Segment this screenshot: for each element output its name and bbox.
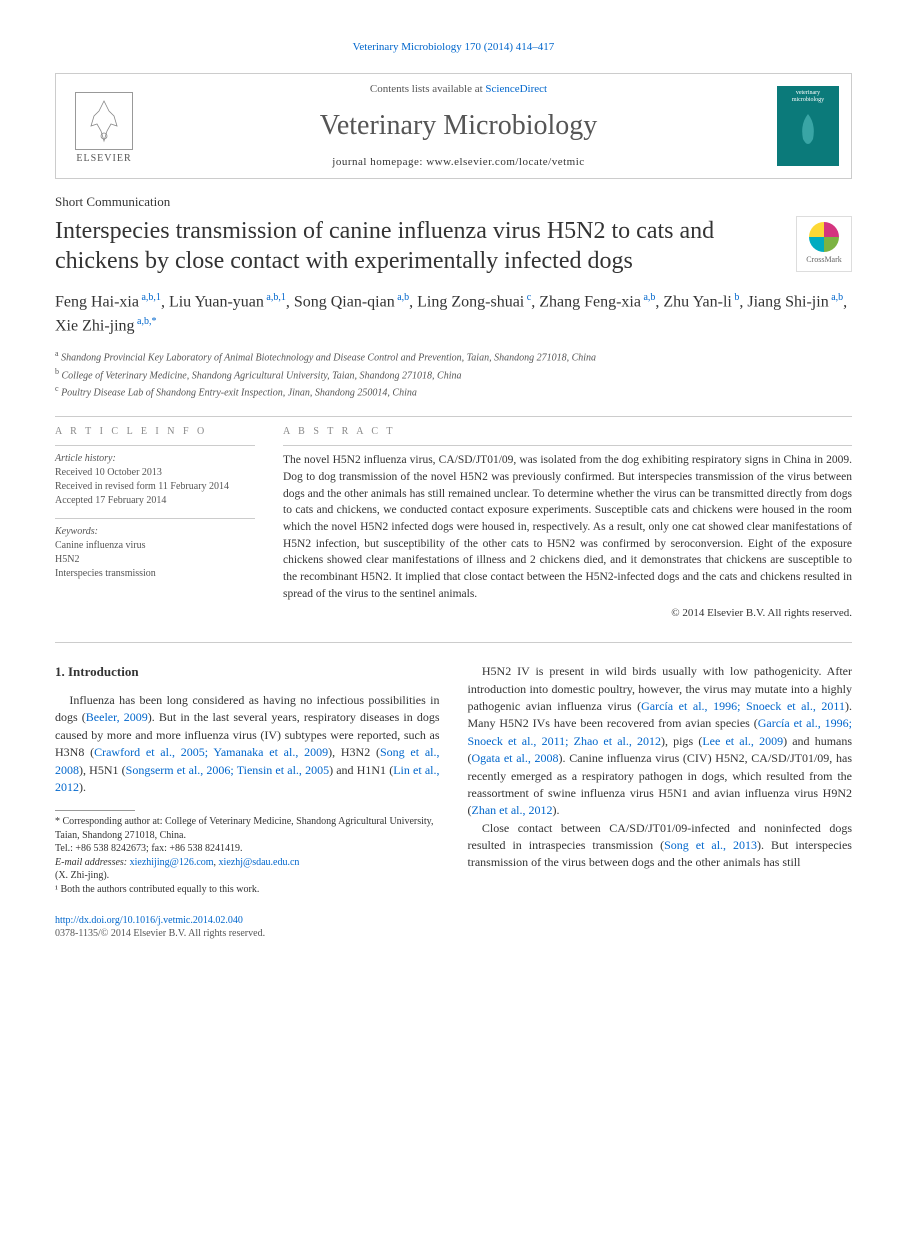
keywords-block: Keywords: Canine influenza virus H5N2 In… bbox=[55, 518, 255, 581]
authors-list: Feng Hai-xia a,b,1, Liu Yuan-yuan a,b,1,… bbox=[55, 290, 852, 339]
email-link-1[interactable]: xiezhijing@126.com bbox=[130, 857, 214, 868]
journal-header: ELSEVIER Contents lists available at Sci… bbox=[55, 73, 852, 179]
affiliation-c: c Poultry Disease Lab of Shandong Entry-… bbox=[55, 383, 852, 400]
affiliation-a: a Shandong Provincial Key Laboratory of … bbox=[55, 348, 852, 365]
abstract-column: A B S T R A C T The novel H5N2 influenza… bbox=[283, 425, 852, 622]
publisher-name: ELSEVIER bbox=[76, 152, 131, 166]
footnote-email-owner: (X. Zhi-jing). bbox=[55, 869, 440, 883]
article-type-label: Short Communication bbox=[55, 193, 852, 211]
history-revised: Received in revised form 11 February 201… bbox=[55, 481, 229, 492]
journal-cover-thumbnail: veterinary microbiology bbox=[777, 86, 839, 166]
abstract-copyright: © 2014 Elsevier B.V. All rights reserved… bbox=[283, 606, 852, 622]
contents-prefix: Contents lists available at bbox=[370, 83, 485, 95]
crossmark-icon bbox=[809, 222, 839, 252]
journal-homepage-line: journal homepage: www.elsevier.com/locat… bbox=[152, 155, 765, 170]
issn-copyright: 0378-1135/© 2014 Elsevier B.V. All right… bbox=[55, 928, 265, 939]
history-received: Received 10 October 2013 bbox=[55, 467, 162, 478]
doi-block: http://dx.doi.org/10.1016/j.vetmic.2014.… bbox=[55, 914, 440, 940]
article-info-column: A R T I C L E I N F O Article history: R… bbox=[55, 425, 255, 622]
keyword-2: Interspecies transmission bbox=[55, 568, 156, 579]
body-right-column: H5N2 IV is present in wild birds usually… bbox=[468, 663, 853, 940]
sciencedirect-link[interactable]: ScienceDirect bbox=[485, 83, 547, 95]
body-left-column: 1. Introduction Influenza has been long … bbox=[55, 663, 440, 940]
contents-available-line: Contents lists available at ScienceDirec… bbox=[152, 82, 765, 97]
article-title: Interspecies transmission of canine infl… bbox=[55, 216, 796, 276]
affiliations-block: a Shandong Provincial Key Laboratory of … bbox=[55, 348, 852, 400]
crossmark-badge[interactable]: CrossMark bbox=[796, 216, 852, 272]
cover-text: veterinary microbiology bbox=[781, 90, 835, 103]
keywords-label: Keywords: bbox=[55, 526, 98, 537]
section-heading-intro: 1. Introduction bbox=[55, 663, 440, 682]
info-abstract-row: A R T I C L E I N F O Article history: R… bbox=[55, 425, 852, 622]
article-history-block: Article history: Received 10 October 201… bbox=[55, 445, 255, 508]
affiliation-b: b College of Veterinary Medicine, Shando… bbox=[55, 366, 852, 383]
footnote-corresponding: * Corresponding author at: College of Ve… bbox=[55, 815, 440, 842]
keyword-0: Canine influenza virus bbox=[55, 540, 146, 551]
title-row: Interspecies transmission of canine infl… bbox=[55, 216, 852, 276]
body-two-column: 1. Introduction Influenza has been long … bbox=[55, 663, 852, 940]
footnote-email-line: E-mail addresses: xiezhijing@126.com, xi… bbox=[55, 856, 440, 870]
footnotes-block: * Corresponding author at: College of Ve… bbox=[55, 815, 440, 896]
crossmark-label: CrossMark bbox=[806, 254, 842, 265]
homepage-prefix: journal homepage: bbox=[332, 156, 426, 168]
footnote-separator bbox=[55, 810, 135, 811]
abstract-heading: A B S T R A C T bbox=[283, 425, 852, 439]
info-heading: A R T I C L E I N F O bbox=[55, 425, 255, 439]
journal-reference: Veterinary Microbiology 170 (2014) 414–4… bbox=[55, 40, 852, 55]
publisher-logo: ELSEVIER bbox=[68, 86, 140, 166]
footnote-equal-contrib: ¹ Both the authors contributed equally t… bbox=[55, 883, 440, 897]
footnote-tel: Tel.: +86 538 8242673; fax: +86 538 8241… bbox=[55, 842, 440, 856]
elsevier-tree-icon bbox=[75, 92, 133, 150]
keyword-1: H5N2 bbox=[55, 554, 79, 565]
header-center-block: Contents lists available at ScienceDirec… bbox=[152, 82, 765, 170]
journal-title: Veterinary Microbiology bbox=[152, 106, 765, 145]
intro-para-right-1: H5N2 IV is present in wild birds usually… bbox=[468, 663, 853, 820]
divider bbox=[55, 642, 852, 643]
abstract-text: The novel H5N2 influenza virus, CA/SD/JT… bbox=[283, 445, 852, 622]
divider bbox=[55, 416, 852, 417]
intro-para-left: Influenza has been long considered as ha… bbox=[55, 692, 440, 796]
homepage-url[interactable]: www.elsevier.com/locate/vetmic bbox=[426, 156, 584, 168]
intro-para-right-2: Close contact between CA/SD/JT01/09-infe… bbox=[468, 820, 853, 872]
doi-link[interactable]: http://dx.doi.org/10.1016/j.vetmic.2014.… bbox=[55, 915, 243, 926]
email-link-2[interactable]: xiezhj@sdau.edu.cn bbox=[219, 857, 300, 868]
history-accepted: Accepted 17 February 2014 bbox=[55, 495, 166, 506]
history-label: Article history: bbox=[55, 453, 116, 464]
